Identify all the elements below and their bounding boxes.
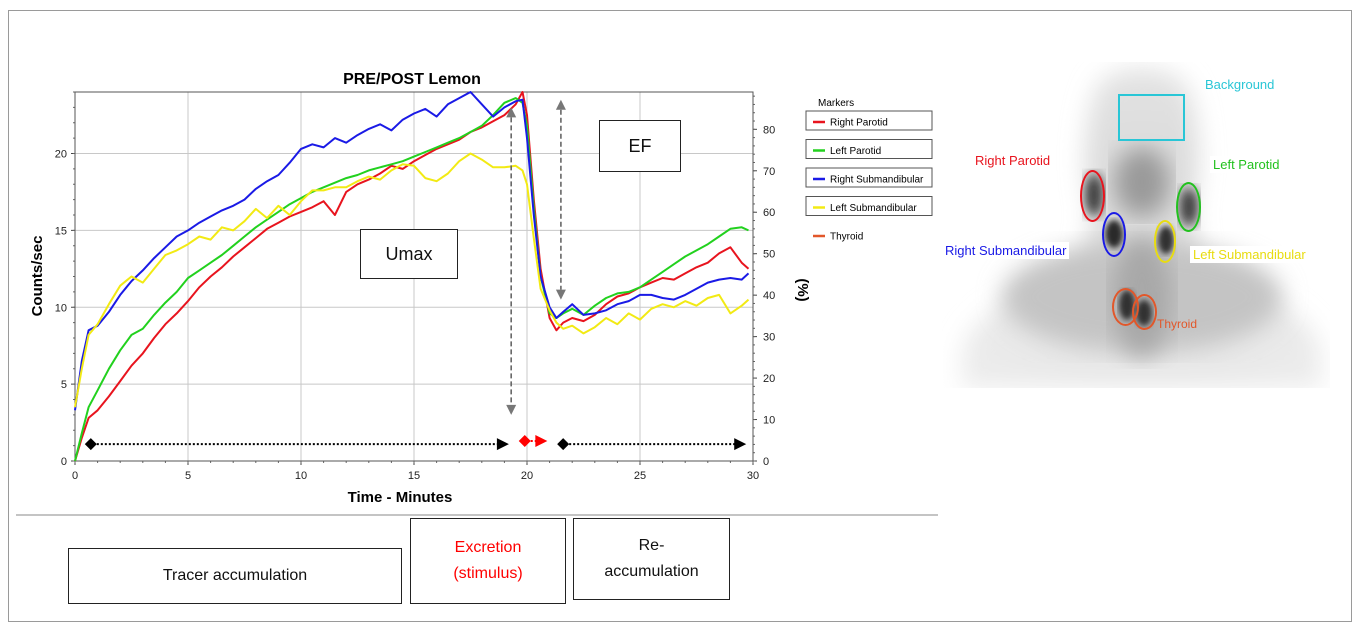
legend-box-left-parotid bbox=[805, 139, 933, 159]
y2-tick-label: 10 bbox=[763, 415, 775, 427]
roi-right-parotid bbox=[1080, 170, 1105, 222]
roi-left-submandibular bbox=[1154, 220, 1176, 263]
time-activity-chart: PRE/POST Lemon 0 5 10 15 20 25 30 0 5 10 15 20 0 10 20… bbox=[16, 71, 938, 516]
plot-area-border bbox=[74, 91, 754, 462]
label-thyroid: Thyroid bbox=[1157, 317, 1198, 331]
phase-excretion-sublabel: (stimulus) bbox=[453, 565, 523, 582]
x-tick-label: 20 bbox=[521, 470, 533, 482]
series-line-left-submandibular bbox=[74, 152, 750, 408]
series-line-right-submandibular bbox=[74, 91, 750, 411]
legend-label-right-submandibular: Right Submandibular bbox=[830, 175, 924, 186]
x-tick-label: 15 bbox=[408, 470, 420, 482]
y-tick-label: 10 bbox=[55, 302, 67, 314]
legend-box-right-submandibular bbox=[805, 167, 933, 188]
tick-labels: 0 5 10 15 20 25 30 0 5 10 15 20 0 10 20 30 40 50 60 70 80 bbox=[55, 124, 776, 482]
y-tick-label: 20 bbox=[55, 149, 67, 161]
y2-tick-label: 30 bbox=[763, 332, 775, 344]
x-tick-label: 30 bbox=[747, 470, 759, 482]
umax-arrow-arrowhead-top bbox=[506, 107, 517, 118]
roi-right-submandibular bbox=[1102, 212, 1126, 257]
legend-label-left-parotid: Left Parotid bbox=[830, 146, 881, 157]
accumulation-marker-start-diamond bbox=[84, 438, 97, 451]
ef-label: EF bbox=[628, 135, 652, 156]
scintigraphy-image: Background Right Parotid Left Parotid Ri… bbox=[942, 62, 1330, 388]
reaccumulation-marker-start-diamond bbox=[557, 438, 570, 451]
x-axis-label: Time - Minutes bbox=[348, 489, 453, 506]
label-right-submandibular: Right Submandibular bbox=[942, 242, 1070, 259]
figure-frame bbox=[8, 10, 1352, 622]
ef-label-box: EF bbox=[599, 120, 681, 172]
legend-box-right-parotid bbox=[805, 110, 933, 131]
ef-arrow-arrowhead-top bbox=[555, 99, 566, 110]
label-left-submandibular: Left Submandibular bbox=[1190, 246, 1309, 263]
accumulation-marker-arrowhead bbox=[496, 438, 509, 451]
chart-title: PRE/POST Lemon bbox=[343, 71, 481, 88]
phase-markers bbox=[84, 435, 747, 451]
legend-title: Markers bbox=[818, 98, 854, 109]
label-right-parotid: Right Parotid bbox=[972, 152, 1054, 169]
y2-tick-label: 60 bbox=[763, 207, 775, 219]
y2-tick-label: 0 bbox=[763, 456, 769, 468]
ef-arrow-arrowhead-bottom bbox=[555, 289, 566, 300]
label-background: Background bbox=[1205, 77, 1275, 92]
legend: Markers Right Parotid Left Parotid Right S… bbox=[805, 98, 933, 243]
x-tick-label: 10 bbox=[295, 470, 307, 482]
umax-label-box: Umax bbox=[360, 229, 458, 279]
y-tick-label: 15 bbox=[55, 225, 67, 237]
label-left-parotid: Left Parotid bbox=[1210, 156, 1283, 173]
phase-reaccumulation-sublabel: accumulation bbox=[604, 563, 699, 580]
y-tick-label: 0 bbox=[61, 456, 67, 468]
x-tick-label: 5 bbox=[185, 470, 191, 482]
reaccumulation-marker-arrowhead bbox=[734, 438, 747, 451]
y-axis-label: Counts/sec bbox=[29, 236, 46, 317]
phase-reaccumulation-box: Re- accumulation bbox=[573, 518, 730, 600]
legend-label-left-submandibular: Left Submandibular bbox=[830, 203, 917, 214]
y2-tick-label: 20 bbox=[763, 373, 775, 385]
y2-tick-label: 40 bbox=[763, 290, 775, 302]
axes bbox=[71, 91, 757, 465]
legend-label-thyroid: Thyroid bbox=[830, 232, 863, 243]
umax-arrow-arrowhead-bottom bbox=[506, 404, 517, 415]
excretion-marker-arrowhead bbox=[535, 435, 548, 448]
y2-tick-label: 80 bbox=[763, 124, 775, 136]
y2-axis-label: (%) bbox=[794, 278, 811, 301]
roi-background bbox=[1118, 94, 1185, 141]
x-tick-label: 25 bbox=[634, 470, 646, 482]
roi-left-parotid bbox=[1176, 182, 1201, 232]
umax-label: Umax bbox=[385, 243, 433, 264]
y2-tick-label: 50 bbox=[763, 249, 775, 261]
phase-excretion-label: Excretion bbox=[454, 539, 522, 556]
y2-tick-label: 70 bbox=[763, 166, 775, 178]
legend-label-right-parotid: Right Parotid bbox=[830, 118, 888, 129]
annotation-arrows bbox=[506, 99, 566, 415]
phase-accumulation-box: Tracer accumulation bbox=[68, 548, 402, 604]
series-line-left-parotid bbox=[74, 97, 749, 462]
y-tick-label: 5 bbox=[61, 379, 67, 391]
phase-accumulation-label: Tracer accumulation bbox=[162, 567, 308, 584]
legend-box-left-submandibular bbox=[805, 196, 933, 216]
phase-excretion-box: Excretion (stimulus) bbox=[410, 518, 566, 604]
roi-thyroid-right bbox=[1132, 294, 1157, 330]
x-tick-label: 0 bbox=[72, 470, 78, 482]
phase-reaccumulation-label: Re- bbox=[638, 537, 665, 554]
excretion-marker-start-diamond bbox=[518, 435, 531, 448]
data-series bbox=[74, 91, 750, 462]
